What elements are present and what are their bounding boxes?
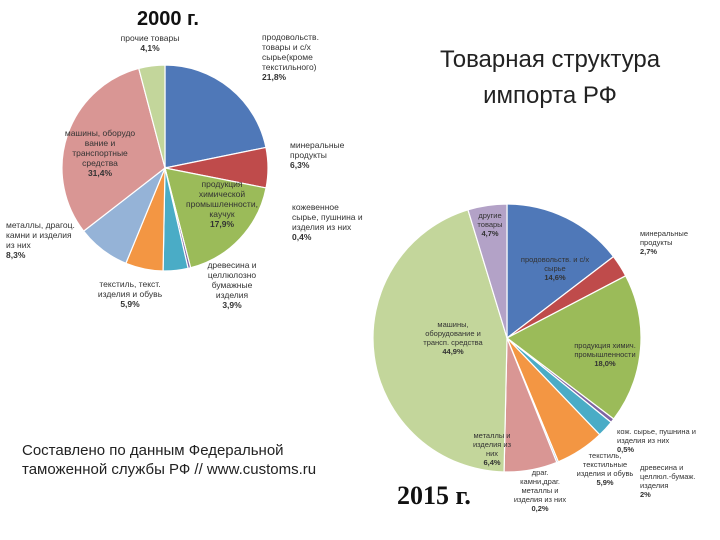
pie-2015-slice-9-label: другие товары 4,7% — [477, 211, 502, 238]
pie-2015-slice-7-label: металлы и изделия из них 6,4% — [473, 431, 512, 467]
slide-title: Товарная структура импорта РФ — [400, 42, 700, 114]
pie-2000-slice-7 — [61, 67, 166, 232]
pie-2000-slice-4-label: древесина и целлюлозно бумажные изделия 3,9% — [207, 260, 256, 310]
pie-2000-slice-0-label: продовольств. товары и с/х сырье(кроме текс… — [262, 32, 319, 82]
pie-2015-slice-9 — [467, 203, 508, 339]
slide-title-line-1: Товарная структура — [439, 46, 661, 73]
pie-2000-slice-6-label: металлы, драгоц. камни и изделия из них 8,3… — [6, 220, 75, 260]
pie-2015-slice-3-label: кож. сырье, пушнина и изделия из них 0,5% — [617, 427, 696, 454]
source-note-line-2: таможенной службы РФ // www.customs.ru — [22, 461, 317, 478]
pie-2015-slice-1-label: минеральные продукты 2,7% — [640, 229, 688, 256]
pie-2015-slice-0 — [506, 203, 615, 340]
source-note-line-1: Составлено по данным Федеральной — [22, 442, 284, 459]
pie-2015-slice-4-label: древесина и целлюл.-бумаж. изделия 2% — [640, 463, 696, 499]
slide-title-line-2: импорта РФ — [483, 82, 617, 109]
pie-2000-slice-5-label: текстиль, текст. изделия и обувь 5,9% — [98, 279, 163, 309]
pie-2015-slice-8 — [372, 209, 508, 473]
pie-2015-slice-8-label: машины, оборудование и трансп. средства 44,… — [423, 320, 483, 356]
pie-2015-slice-6-label: драг. камни,драг. металлы и изделия из них 0… — [514, 468, 567, 513]
pie-2000-slice-0 — [164, 64, 267, 169]
pie-2015-slice-5-label: текстиль, текстильные изделия и обувь 5,9% — [577, 451, 634, 487]
pie-2000-slice-7-label: машины, оборудо вание и транспортные средст… — [65, 128, 136, 178]
pie-2015-slice-2-label: продукция химич. промышленности 18,0% — [574, 341, 636, 368]
pie-2015-slice-2 — [505, 274, 642, 420]
pie-2015-slice-0-label: продовольств. и с/х сырье 14,6% — [521, 255, 589, 282]
pie-2000-slice-1-label: минеральные продукты 6,3% — [290, 140, 345, 170]
pie-2000-slice-3-label: кожевенное сырье, пушнина и изделия из них… — [292, 202, 363, 242]
chart-2015-title: 2015 г. — [397, 481, 471, 510]
source-note: Составлено по данным Федеральной таможен… — [22, 441, 342, 479]
pie-2000-slice-2-label: продукция химической промышленности, каучук… — [186, 179, 258, 229]
pie-2000-slice-8 — [138, 64, 166, 169]
pie-2000-slice-8-label: прочие товары 4,1% — [121, 33, 180, 53]
pie-2000-slice-2 — [164, 167, 267, 269]
chart-2000-title: 2000 г. — [137, 8, 199, 30]
